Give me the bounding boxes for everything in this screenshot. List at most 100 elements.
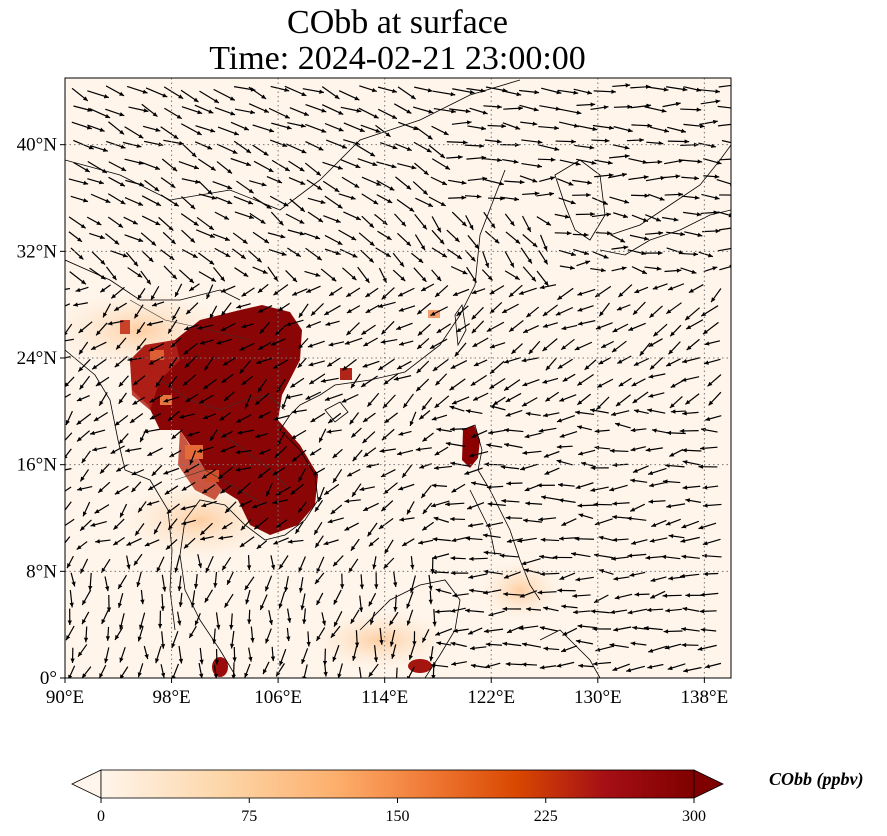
wind-arrowhead	[644, 193, 650, 198]
wind-arrowhead	[515, 239, 521, 244]
wind-arrowhead	[268, 619, 274, 625]
haze-region	[480, 560, 560, 620]
wind-arrowhead	[391, 653, 396, 659]
wind-arrowhead	[239, 346, 245, 351]
wind-arrowhead	[470, 381, 476, 386]
wind-arrowhead	[646, 607, 652, 613]
wind-arrowhead	[369, 241, 375, 246]
wind-arrowhead	[119, 674, 125, 678]
wind-arrowhead	[539, 554, 544, 560]
wind-arrowhead	[244, 672, 249, 678]
wind-arrowhead	[632, 625, 638, 631]
wind-arrowhead	[575, 639, 581, 644]
wind-arrowhead	[117, 602, 123, 608]
wind-arrowhead	[276, 523, 282, 528]
wind-arrowhead	[518, 106, 524, 111]
wind-arrowhead	[419, 414, 425, 420]
wind-arrowhead	[594, 445, 600, 450]
wind-arrowhead	[590, 408, 595, 413]
wind-arrowhead	[556, 90, 562, 95]
wind-arrowhead	[624, 154, 630, 159]
wind-arrowhead	[465, 608, 470, 613]
wind-arrowhead	[136, 345, 142, 351]
wind-arrowhead	[697, 646, 703, 651]
cobb-patch	[205, 470, 219, 482]
wind-arrowhead	[708, 400, 714, 406]
wind-arrowhead	[650, 594, 656, 599]
wind-arrowhead	[523, 328, 529, 333]
wind-arrowhead	[291, 434, 297, 439]
wind-arrowhead	[502, 606, 508, 612]
wind-arrow	[65, 448, 72, 459]
wind-arrowhead	[468, 574, 474, 580]
wind-arrowhead	[688, 288, 694, 293]
wind-arrowhead	[206, 294, 211, 300]
wind-arrowhead	[456, 311, 462, 316]
wind-arrowhead	[368, 671, 374, 677]
wind-arrowhead	[126, 541, 132, 546]
wind-arrowhead	[211, 195, 217, 200]
wind-arrowhead	[183, 349, 189, 355]
wind-arrowhead	[148, 347, 154, 352]
wind-arrowhead	[496, 139, 502, 144]
wind-arrowhead	[229, 624, 234, 630]
wind-arrowhead	[122, 253, 128, 258]
wind-arrowhead	[256, 257, 262, 263]
wind-arrowhead	[240, 254, 246, 259]
wind-arrowhead	[381, 329, 387, 335]
wind-arrowhead	[627, 128, 633, 133]
wind-arrowhead	[130, 418, 135, 423]
wind-arrowhead	[513, 159, 519, 164]
wind-arrowhead	[452, 593, 458, 598]
wind-arrowhead	[88, 585, 93, 591]
wind-arrowhead	[95, 539, 100, 544]
wind-arrowhead	[292, 277, 297, 282]
wind-arrowhead	[290, 489, 296, 495]
axis-labels: 90°E 98°E 106°E 114°E 122°E 130°E 138°E 0° 8°N 16…	[17, 135, 729, 708]
x-tick-label: 122°E	[467, 687, 515, 708]
wind-arrowhead	[81, 458, 87, 464]
wind-arrowhead	[621, 266, 627, 271]
wind-arrowhead	[481, 155, 487, 160]
wind-arrowhead	[279, 660, 284, 666]
wind-arrowhead	[669, 452, 675, 457]
wind-arrowhead	[406, 109, 412, 114]
wind-arrowhead	[624, 145, 630, 150]
wind-arrowhead	[264, 238, 269, 244]
wind-arrowhead	[286, 125, 292, 130]
wind-arrowhead	[333, 599, 338, 605]
wind-arrowhead	[370, 152, 376, 157]
wind-arrowhead	[562, 377, 568, 382]
wind-arrowhead	[554, 146, 560, 151]
wind-arrowhead	[418, 540, 424, 545]
wind-arrowhead	[694, 195, 700, 200]
wind-arrowhead	[169, 363, 174, 369]
wind-arrowhead	[283, 202, 289, 207]
wind-arrowhead	[362, 438, 368, 444]
wind-arrowhead	[77, 486, 82, 492]
wind-arrowhead	[539, 665, 545, 670]
cobb-patch	[185, 445, 203, 459]
wind-arrowhead	[454, 237, 460, 242]
wind-arrowhead	[156, 567, 161, 573]
wind-arrowhead	[678, 192, 683, 197]
wind-arrowhead	[279, 564, 284, 569]
wind-arrow	[65, 432, 73, 442]
wind-arrowhead	[200, 530, 206, 536]
wind-arrowhead	[509, 262, 514, 268]
wind-arrowhead	[653, 331, 659, 337]
wind-arrowhead	[350, 545, 356, 551]
wind-arrowhead	[144, 542, 150, 547]
wind-arrowhead	[190, 204, 196, 210]
wind-arrowhead	[532, 178, 538, 183]
wind-arrowhead	[205, 567, 210, 573]
wind-arrowhead	[324, 490, 330, 495]
wind-arrowhead	[146, 279, 151, 285]
wind-arrowhead	[99, 127, 105, 132]
wind-arrowhead	[67, 563, 72, 569]
wind-arrowhead	[391, 114, 397, 119]
wind-arrowhead	[542, 323, 548, 328]
wind-arrowhead	[197, 109, 203, 115]
wind-arrowhead	[171, 434, 177, 440]
wind-arrowhead	[136, 582, 141, 587]
